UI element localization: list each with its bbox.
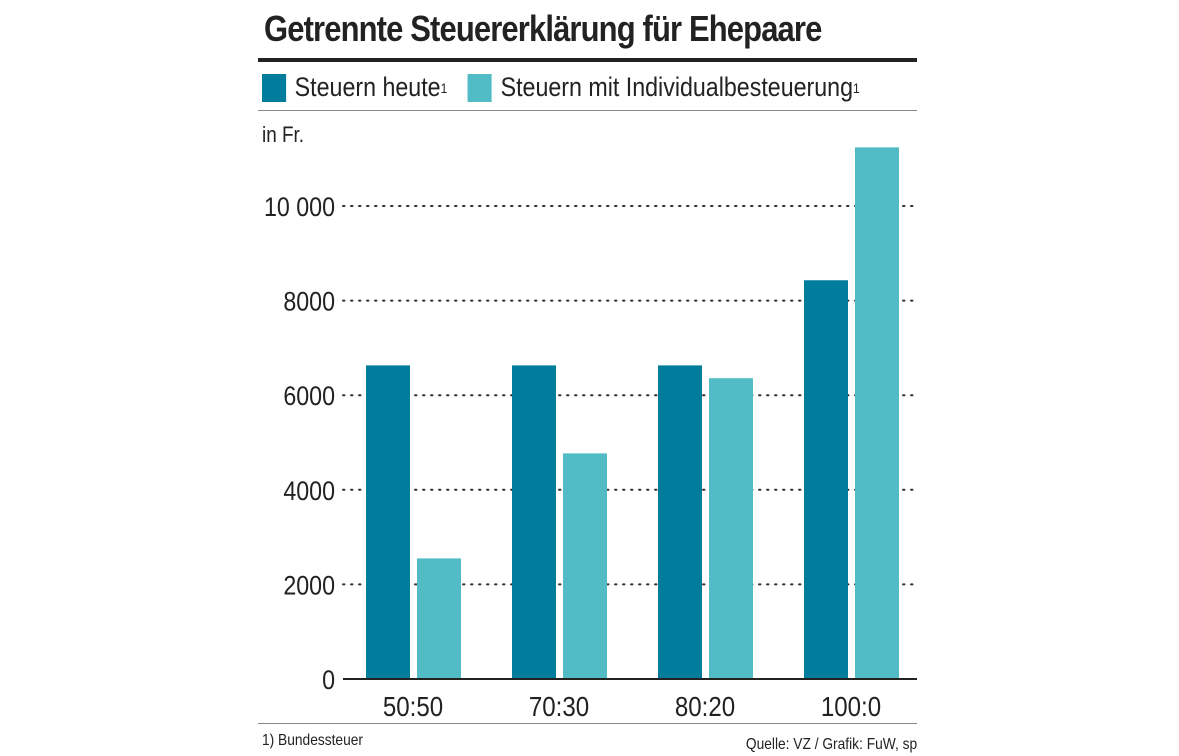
x-tick-label: 80:20 (675, 690, 735, 722)
footnote: 1) Bundessteuer (262, 732, 363, 749)
y-tick-label: 4000 (283, 476, 335, 506)
bar-individual (855, 147, 899, 679)
bar-heute (512, 365, 556, 679)
y-tick-label: 0 (322, 665, 335, 695)
chart-title: Getrennte Steuererklärung für Ehepaare (264, 8, 822, 49)
title-rule (258, 58, 917, 62)
legend-item-heute: Steuern heute 1 (262, 72, 447, 103)
bar-heute (804, 280, 848, 679)
bar-individual (709, 378, 753, 679)
y-tick-label: 2000 (283, 571, 335, 601)
y-tick-label: 6000 (283, 382, 335, 412)
bar-individual (417, 558, 461, 679)
legend-rule (258, 110, 917, 111)
y-tick-label: 10 000 (264, 192, 335, 222)
legend: Steuern heute 1 Steuern mit Individualbes… (262, 72, 880, 103)
x-tick-label: 100:0 (821, 690, 881, 722)
y-tick-label: 8000 (283, 287, 335, 317)
legend-footnote-mark: 1 (440, 79, 448, 96)
y-axis-unit: in Fr. (262, 122, 305, 147)
legend-item-individual: Steuern mit Individualbesteuerung 1 (467, 72, 860, 103)
bar-heute (658, 365, 702, 679)
footer-rule (258, 723, 917, 724)
legend-footnote-mark: 1 (852, 79, 860, 96)
bar-individual (563, 453, 607, 679)
legend-swatch-individual (467, 73, 492, 102)
legend-label: Steuern mit Individualbesteuerung (500, 72, 853, 102)
bar-heute (366, 365, 410, 679)
legend-label: Steuern heute (294, 72, 441, 102)
legend-swatch-heute (262, 73, 287, 102)
source: Quelle: VZ / Grafik: FuW, sp (745, 736, 917, 753)
x-tick-label: 50:50 (383, 690, 443, 722)
x-tick-label: 70:30 (529, 690, 589, 722)
